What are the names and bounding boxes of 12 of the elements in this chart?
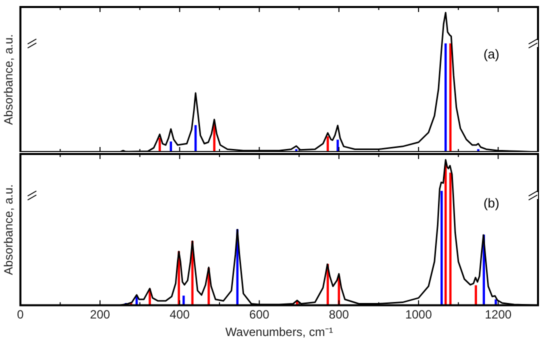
y-axis-title: Absorbance, a.u. — [2, 34, 16, 125]
x-tick-label: 0 — [17, 308, 24, 322]
x-tick-label: 400 — [170, 308, 190, 322]
annotation: (a) — [483, 46, 500, 62]
x-tick-label: 1000 — [405, 308, 432, 322]
x-axis-title: Wavenumbers, cm⁻¹ — [225, 325, 333, 340]
x-tick-label: 200 — [90, 308, 110, 322]
x-tick-label: 800 — [328, 308, 350, 322]
annotation: (b) — [483, 195, 500, 210]
y-axis-title: Absorbance, a.u. — [2, 184, 16, 275]
x-tick-label: 600 — [249, 308, 270, 322]
x-tick-label: 1200 — [484, 308, 512, 322]
